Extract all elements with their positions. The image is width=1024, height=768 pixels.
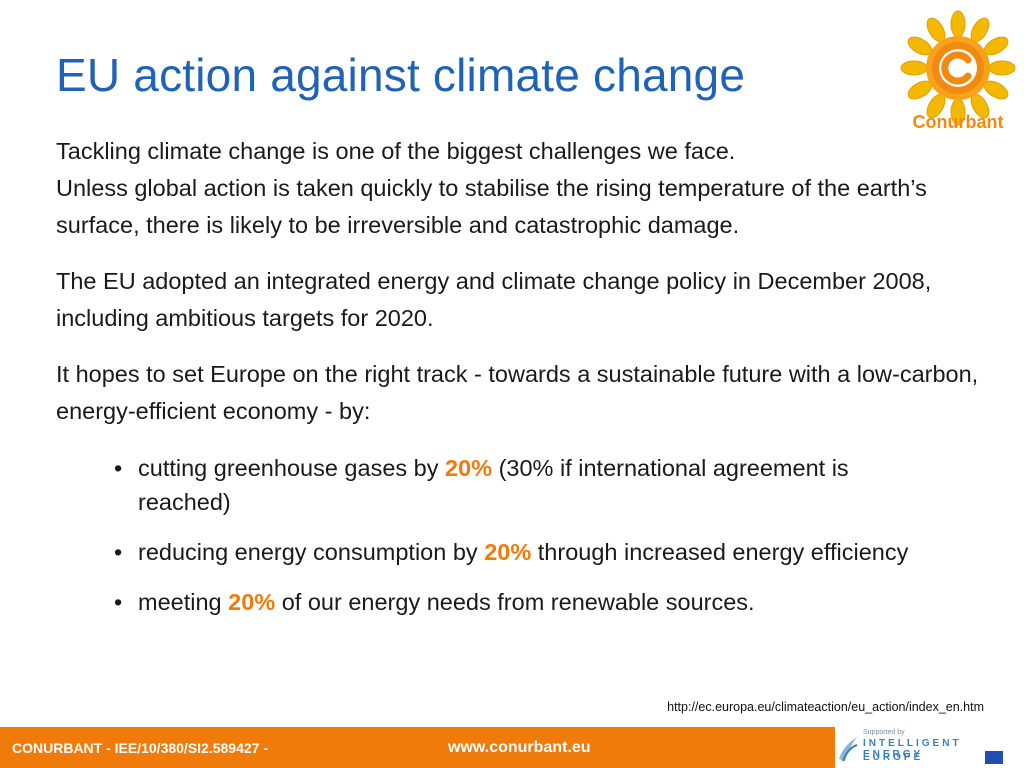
- list-item: • cutting greenhouse gases by 20% (30% i…: [114, 451, 938, 519]
- logo-wordmark: Conurbant: [912, 112, 1004, 132]
- bullet-text: reducing energy consumption by: [138, 539, 485, 565]
- bullet-icon: •: [114, 589, 123, 615]
- supporter-name-line1: INTELLIGENT ENERGY: [863, 738, 962, 760]
- eu-flag-icon: [985, 751, 1003, 764]
- highlight-value: 20%: [484, 539, 532, 565]
- iee-icon: [839, 737, 858, 762]
- supported-by-label: Supported by: [863, 729, 905, 736]
- highlight-value: 20%: [445, 455, 493, 481]
- paragraph: Tackling climate change is one of the bi…: [56, 133, 986, 244]
- bullet-text: of our energy needs from renewable sourc…: [275, 589, 755, 615]
- bullet-text: through increased energy efficiency: [531, 539, 909, 565]
- paragraph-line: Tackling climate change is one of the bi…: [56, 138, 736, 164]
- footer-bar: CONURBANT - IEE/10/380/SI2.589427 - www.…: [0, 727, 835, 768]
- slide-body: Tackling climate change is one of the bi…: [56, 133, 986, 635]
- paragraph: It hopes to set Europe on the right trac…: [56, 356, 986, 430]
- supporter-name-line2: EUROPE: [863, 752, 924, 763]
- bullet-icon: •: [114, 455, 123, 481]
- paragraph-line: It hopes to set Europe on the right trac…: [56, 361, 979, 424]
- paragraph-line: The EU adopted an integrated energy and …: [56, 268, 932, 331]
- list-item: • meeting 20% of our energy needs from r…: [114, 585, 938, 619]
- supporter-logo: Supported by INTELLIGENT ENERGY EUROPE: [835, 727, 1024, 768]
- target-list: • cutting greenhouse gases by 20% (30% i…: [56, 451, 986, 619]
- conurbant-logo: [900, 10, 1016, 126]
- bullet-text: (30% if international agreement is reach…: [138, 455, 849, 515]
- slide-title: EU action against climate change: [56, 49, 746, 101]
- bullet-text: meeting: [138, 589, 229, 615]
- website-link[interactable]: www.conurbant.eu: [448, 739, 591, 756]
- source-link[interactable]: http://ec.europa.eu/climateaction/eu_act…: [667, 700, 984, 714]
- list-item: • reducing energy consumption by 20% thr…: [114, 535, 938, 569]
- paragraph-line: Unless global action is taken quickly to…: [56, 175, 927, 238]
- bullet-text: cutting greenhouse gases by: [138, 455, 446, 481]
- project-reference: CONURBANT - IEE/10/380/SI2.589427 -: [12, 740, 268, 756]
- highlight-value: 20%: [228, 589, 276, 615]
- paragraph: The EU adopted an integrated energy and …: [56, 263, 986, 337]
- bullet-icon: •: [114, 539, 123, 565]
